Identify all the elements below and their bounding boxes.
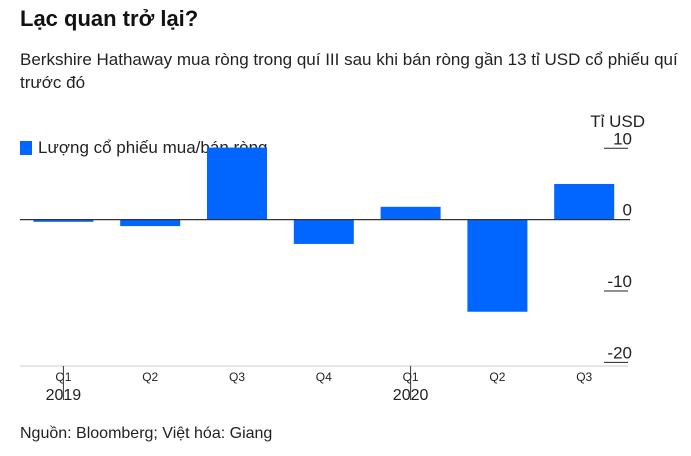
y-axis-unit-label: Tỉ USD bbox=[590, 112, 645, 131]
x-category-label: Q2 bbox=[142, 370, 158, 384]
y-tick-label: -10 bbox=[607, 272, 632, 291]
x-category-label: Q3 bbox=[576, 370, 592, 384]
y-axis-ticks: 10 0 -10 -20 bbox=[604, 129, 632, 363]
bar bbox=[554, 183, 615, 220]
bar bbox=[380, 206, 441, 220]
x-category-label: Q2 bbox=[489, 370, 505, 384]
bar bbox=[207, 147, 267, 220]
bar bbox=[120, 219, 181, 227]
y-tick-label: 0 bbox=[623, 201, 632, 220]
chart-subtitle: Berkshire Hathaway mua ròng trong quí II… bbox=[20, 50, 678, 92]
legend-swatch bbox=[20, 141, 32, 155]
x-category-label: Q4 bbox=[316, 370, 332, 384]
x-year-label: 2019 bbox=[46, 387, 82, 404]
y-tick-label: -20 bbox=[607, 343, 632, 362]
bars bbox=[33, 147, 615, 312]
bar bbox=[33, 219, 94, 222]
bar bbox=[293, 219, 354, 244]
source-note: Nguồn: Bloomberg; Việt hóa: Giang bbox=[20, 425, 273, 442]
y-tick-label: 10 bbox=[613, 129, 632, 148]
chart-title: Lạc quan trở lại? bbox=[20, 6, 199, 31]
x-category-label: Q3 bbox=[229, 370, 245, 384]
bar bbox=[467, 219, 528, 312]
x-year-label: 2020 bbox=[393, 387, 429, 404]
